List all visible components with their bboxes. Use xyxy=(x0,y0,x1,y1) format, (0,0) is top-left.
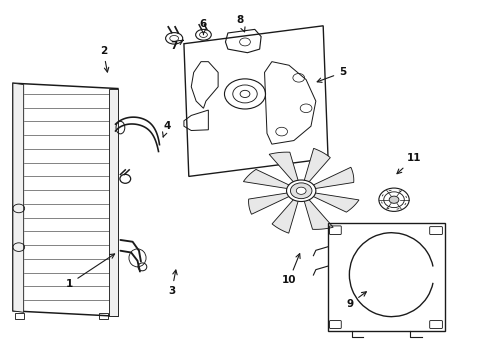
Text: 9: 9 xyxy=(346,292,367,309)
Polygon shape xyxy=(244,170,290,189)
Circle shape xyxy=(287,180,316,202)
Text: 6: 6 xyxy=(200,19,207,35)
Polygon shape xyxy=(248,193,290,214)
Text: 3: 3 xyxy=(168,270,177,296)
Text: 8: 8 xyxy=(237,15,245,32)
Polygon shape xyxy=(304,199,333,229)
Ellipse shape xyxy=(389,196,399,203)
Polygon shape xyxy=(184,26,328,176)
Text: 5: 5 xyxy=(317,67,346,82)
Polygon shape xyxy=(312,167,354,189)
Text: 1: 1 xyxy=(66,254,115,289)
Polygon shape xyxy=(272,199,298,233)
Polygon shape xyxy=(269,152,298,183)
Text: 7: 7 xyxy=(171,40,183,50)
Text: 11: 11 xyxy=(397,153,421,174)
Text: 2: 2 xyxy=(99,46,109,72)
Polygon shape xyxy=(13,83,24,312)
Polygon shape xyxy=(312,193,359,212)
Text: 10: 10 xyxy=(282,254,300,285)
Text: 4: 4 xyxy=(163,121,171,137)
Circle shape xyxy=(296,187,306,194)
Polygon shape xyxy=(304,148,330,183)
Polygon shape xyxy=(13,83,118,316)
Polygon shape xyxy=(109,89,118,316)
Circle shape xyxy=(291,183,312,199)
